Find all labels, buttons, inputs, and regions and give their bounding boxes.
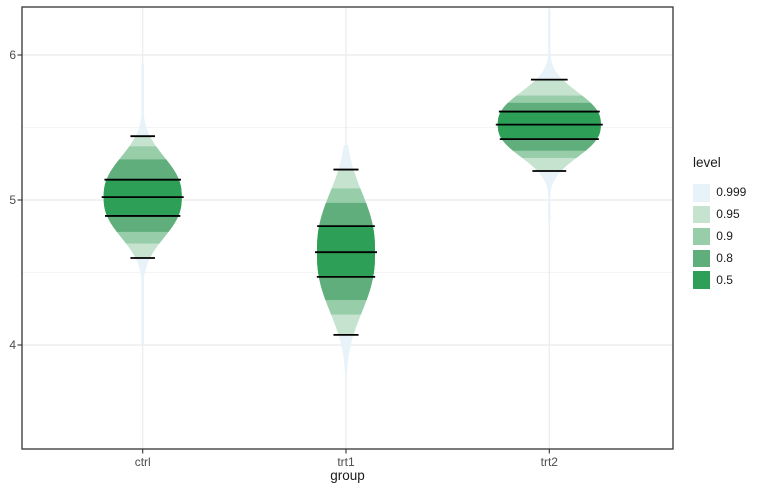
legend-label: 0.95 xyxy=(716,207,740,222)
legend-item: 0.9 xyxy=(693,226,769,248)
legend-items: 0.999 0.95 0.9 0.8 0.5 xyxy=(693,182,769,291)
legend-item: 0.95 xyxy=(693,204,769,226)
legend-label: 0.5 xyxy=(716,272,733,287)
legend-item: 0.999 xyxy=(693,182,769,204)
legend-label: 0.9 xyxy=(716,228,733,243)
legend-key-swatch xyxy=(693,184,711,202)
panel-border xyxy=(21,6,674,450)
legend-key-swatch xyxy=(693,206,711,224)
legend-key-swatch xyxy=(693,227,711,246)
x-axis-title: group xyxy=(330,468,365,483)
y-tick-label: 5 xyxy=(9,192,16,207)
x-tick-label: ctrl xyxy=(134,455,151,469)
y-tick-label: 6 xyxy=(9,47,16,62)
legend-item: 0.8 xyxy=(693,247,769,269)
legend: level 0.999 0.95 0.9 0.8 0.5 xyxy=(693,156,769,291)
legend-key-swatch xyxy=(693,249,711,267)
legend-label: 0.8 xyxy=(716,250,733,265)
legend-item: 0.5 xyxy=(693,269,769,291)
x-tick-label: trt1 xyxy=(337,455,355,469)
legend-title: level xyxy=(693,155,721,170)
legend-key-swatch xyxy=(693,271,711,289)
x-tick-label: trt2 xyxy=(540,455,558,469)
legend-label: 0.999 xyxy=(716,185,747,200)
y-tick-label: 4 xyxy=(9,337,16,352)
